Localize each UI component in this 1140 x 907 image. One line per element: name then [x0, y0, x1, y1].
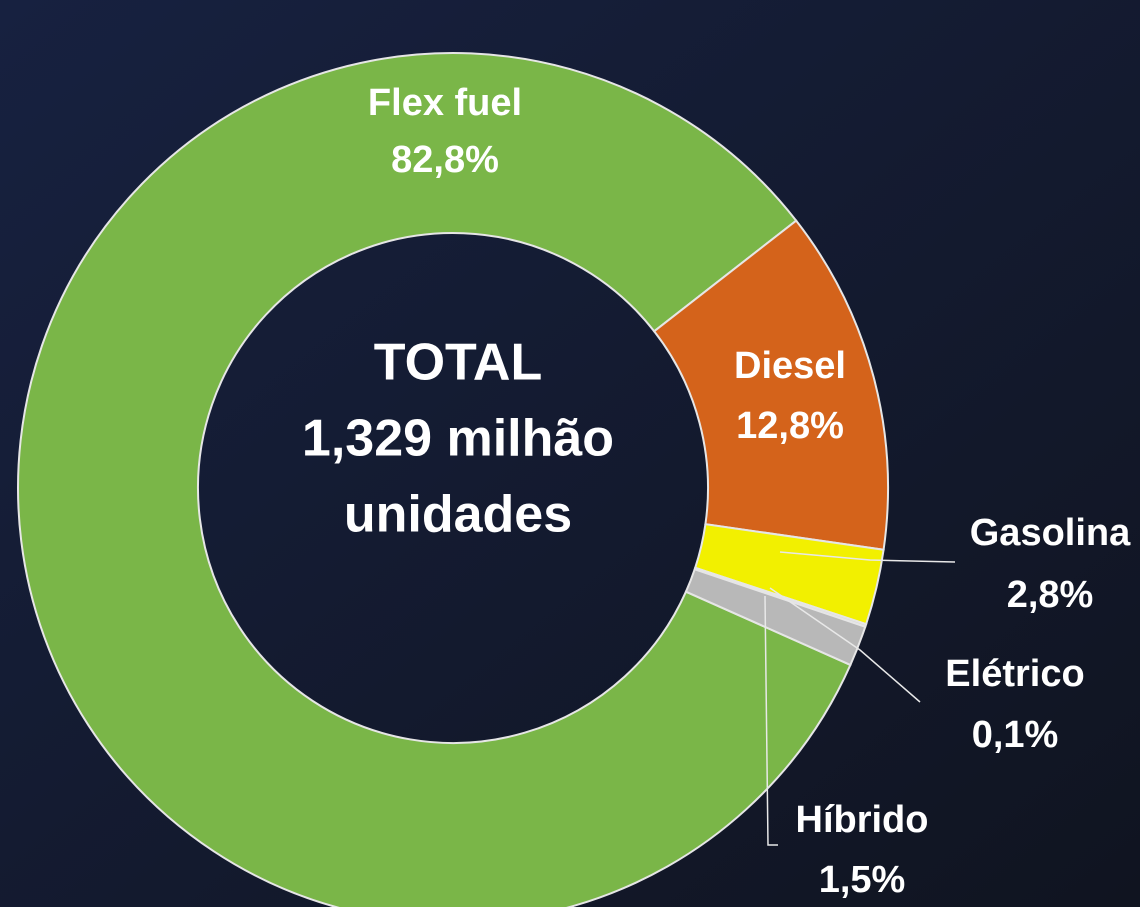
- slice-label: Elétrico: [945, 653, 1084, 695]
- donut-slice: [652, 219, 889, 551]
- donut-slice: [17, 52, 852, 907]
- leader-line: [769, 587, 921, 703]
- donut: [17, 52, 889, 907]
- center-text: 1,329 milhão: [302, 410, 614, 468]
- slice-label: Flex fuel: [368, 82, 522, 124]
- leader-line: [779, 551, 956, 563]
- slice-value-label: 1,5%: [819, 859, 906, 901]
- slice-value-label: 2,8%: [1007, 574, 1094, 616]
- slice-value-label: 82,8%: [391, 139, 499, 181]
- center-text: TOTAL: [374, 334, 543, 392]
- center-text: unidades: [344, 486, 572, 544]
- slice-value-label: 0,1%: [972, 714, 1059, 756]
- leader-line: [764, 595, 778, 846]
- slice-value-label: 12,8%: [736, 405, 844, 447]
- slice-label: Gasolina: [970, 512, 1131, 554]
- donut-slice: [684, 568, 867, 667]
- slice-label: Híbrido: [796, 799, 929, 841]
- slice-label: Diesel: [734, 345, 846, 387]
